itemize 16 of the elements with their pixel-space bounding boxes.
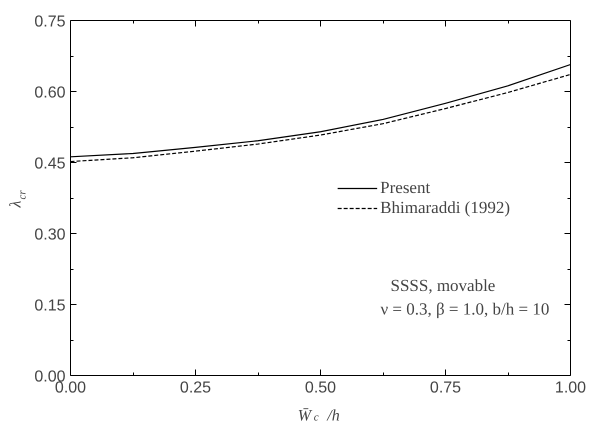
y-tick-label: 0.75	[34, 14, 66, 30]
y-tick-label: 0.15	[34, 298, 66, 314]
line-series	[70, 64, 570, 158]
x-tick-label: 0.25	[180, 380, 212, 396]
x-axis-title: W̄c /h	[298, 407, 340, 424]
legend-label: Present	[380, 178, 430, 198]
annotation: ν = 0.3, β = 1.0, b/h = 10	[380, 300, 550, 319]
x-tick-label: 0.50	[304, 380, 336, 396]
y-tick-label: 0.30	[34, 226, 66, 244]
x-tick-label: 0.75	[430, 380, 462, 396]
annotation: SSSS, movable	[390, 276, 496, 296]
y-tick-label: 0.60	[34, 84, 66, 102]
x-tick-label: 1.00	[554, 380, 586, 396]
legend-label: Bhimaraddi (1992)	[380, 198, 510, 218]
y-tick-label: 0.45	[34, 156, 66, 172]
y-axis-title: λcr	[8, 190, 28, 208]
